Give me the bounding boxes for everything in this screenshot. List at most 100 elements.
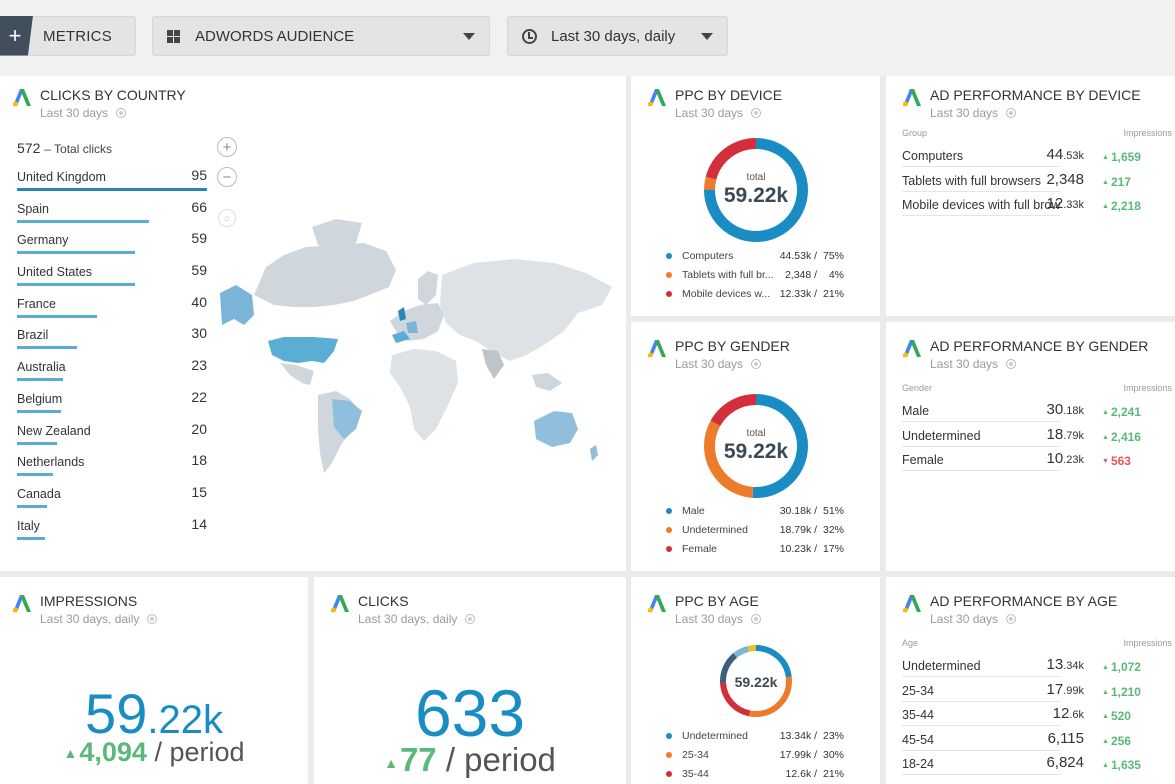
map-region-usa [268,337,338,363]
info-icon[interactable] [1006,614,1017,624]
metrics-button[interactable]: + METRICS [0,15,136,56]
impressions-suffix: .99k [1063,684,1084,697]
table-header: Group Impressions [902,128,1172,138]
country-row[interactable]: Brazil 30 [17,325,207,357]
country-row[interactable]: New Zealand 20 [17,421,207,453]
info-icon[interactable] [147,614,158,624]
row-divider [902,215,1060,216]
impressions-value-suffix: .22k [147,698,223,742]
legend-item[interactable]: Computers 44.53k / 75% [666,247,876,266]
table-row[interactable]: Computers 44.53k 1,659 [902,144,1175,169]
country-row[interactable]: United Kingdom 95 [17,167,207,199]
ppc-by-device-widget: PPC BY DEVICE Last 30 days total 59.22k … [631,76,880,316]
widget-subtitle: Last 30 days [675,357,744,371]
plus-icon[interactable]: + [0,15,33,56]
table-row[interactable]: 35-44 12.6k 520 [902,703,1175,728]
country-name: France [17,296,56,311]
widget-title: PPC BY GENDER [675,338,790,354]
impressions-delta: 1,635 [1102,758,1141,772]
country-row[interactable]: France 40 [17,294,207,326]
impressions-main: 18 [1046,425,1064,443]
donut-segment[interactable] [704,394,808,498]
zoom-out-icon[interactable]: − [217,167,237,187]
info-icon[interactable] [116,108,127,118]
period-label: / period [445,741,556,778]
country-clicks: 66 [191,198,207,215]
legend-item[interactable]: Undetermined 13.34k / 23% [666,727,876,746]
table-row[interactable]: Tablets with full browsers 2,348 217 [902,169,1175,194]
legend-item[interactable]: 25-34 17.99k / 30% [666,746,876,765]
legend-item[interactable]: Female 10.23k / 17% [666,539,876,558]
country-row[interactable]: Belgium 22 [17,389,207,421]
country-row[interactable]: Australia 23 [17,357,207,389]
device-legend: Computers 44.53k / 75% Tablets with full b… [666,247,876,303]
toolbar: + METRICS ADWORDS AUDIENCE Last 30 days,… [0,0,1175,76]
gender-legend: Male 30.18k / 51% Undetermined 18.79k / 32%… [666,502,876,558]
legend-item[interactable]: 35-44 12.6k / 21% [666,764,876,783]
info-icon[interactable] [751,108,762,118]
country-row[interactable]: Netherlands 18 [17,452,207,484]
map-region-africa [390,349,458,441]
map-region-australia [534,411,578,447]
donut-segment[interactable] [720,645,792,717]
country-row[interactable]: United States 59 [17,262,207,294]
country-name: Italy [17,518,40,533]
donut-center-value: 59.22k [723,184,789,207]
home-icon[interactable]: ⌂ [218,209,236,227]
country-bar [17,188,207,191]
donut-segment[interactable] [704,138,808,242]
gender-table: Male 30.18k 2,241 Undetermined 18.79k 2,416 Fe… [902,399,1175,473]
country-bar [17,409,61,413]
impressions-delta: 217 [1102,175,1131,189]
impressions-value: 30.18k [1047,401,1084,418]
legend-value: 2,348 / 4% [785,269,844,281]
legend-amount: 2,348 [784,269,812,282]
country-row[interactable]: Germany 59 [17,230,207,262]
info-icon[interactable] [465,614,476,624]
zoom-in-icon[interactable]: + [217,137,237,157]
clicks-delta: 77 [384,741,437,778]
audience-select[interactable]: ADWORDS AUDIENCE [152,16,490,56]
country-clicks: 14 [191,515,207,532]
table-row[interactable]: 18-24 6,824 1,635 [902,752,1175,777]
info-icon[interactable] [1006,359,1017,369]
legend-value: 18.79k / 32% [780,524,844,536]
world-map[interactable] [214,215,619,480]
impressions-value: 10.23k [1047,450,1084,467]
country-row[interactable]: Canada 15 [17,484,207,516]
country-bar [17,346,77,350]
legend-value: 17.99k / 30% [780,749,844,761]
donut-segment[interactable] [720,645,792,717]
table-row[interactable]: 45-54 6,115 256 [902,728,1175,753]
column-header-impressions: Impressions [1123,638,1172,648]
device-donut-chart[interactable]: total 59.22k [704,138,808,242]
legend-item[interactable]: Tablets with full br... 2,348 / 4% [666,266,876,285]
country-bar [17,314,97,318]
donut-svg [720,645,792,717]
row-label: 25-34 [902,683,934,698]
clicks-value-main: 633 [414,676,526,750]
info-icon[interactable] [751,359,762,369]
gender-donut-chart[interactable]: total 59.22k [704,394,808,498]
row-divider [902,774,1060,775]
donut-segment[interactable] [720,645,792,717]
country-row[interactable]: Italy 14 [17,516,207,548]
info-icon[interactable] [1006,108,1017,118]
donut-segment[interactable] [704,394,808,498]
table-row[interactable]: Female 10.23k 563 [902,448,1175,473]
legend-percent: 4% [828,269,844,282]
widget-subtitle: Last 30 days [675,612,744,626]
table-row[interactable]: Undetermined 13.34k 1,072 [902,654,1175,679]
legend-dot [666,272,672,279]
legend-item[interactable]: Undetermined 18.79k / 32% [666,521,876,540]
table-row[interactable]: 25-34 17.99k 1,210 [902,679,1175,704]
legend-item[interactable]: Male 30.18k / 51% [666,502,876,521]
legend-item[interactable]: Mobile devices w... 12.33k / 21% [666,284,876,303]
date-range-select[interactable]: Last 30 days, daily [507,16,728,56]
country-row[interactable]: Spain 66 [17,199,207,231]
age-donut-chart[interactable]: 59.22k [720,645,792,717]
table-row[interactable]: Male 30.18k 2,241 [902,399,1175,424]
info-icon[interactable] [751,614,762,624]
table-row[interactable]: Undetermined 18.79k 2,416 [902,424,1175,449]
